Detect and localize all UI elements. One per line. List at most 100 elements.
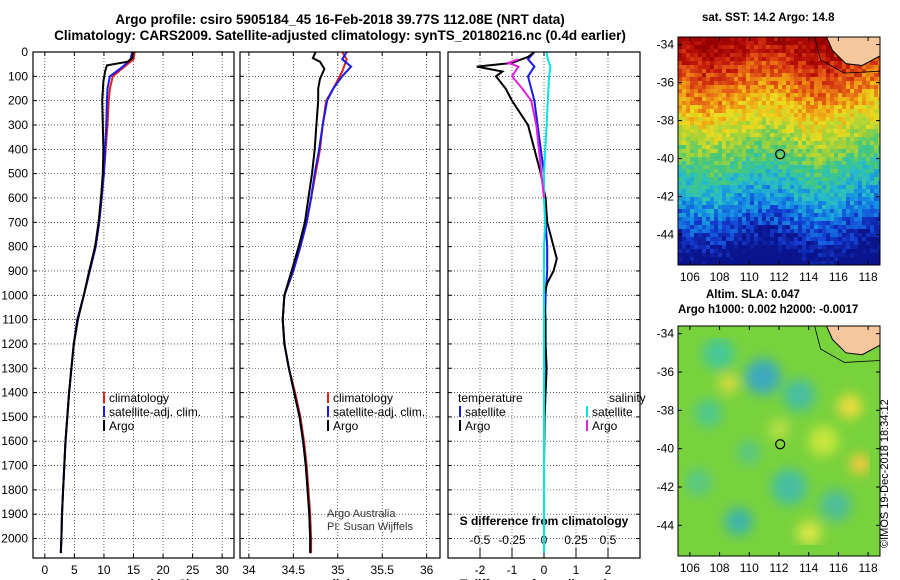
- sst-cell: [878, 149, 880, 153]
- sst-cell: [874, 257, 878, 261]
- y-tick-label: 1700: [1, 459, 28, 473]
- sst-cell: [834, 141, 838, 145]
- sst-cell: [738, 213, 742, 217]
- sst-cell: [826, 169, 830, 173]
- sst-cell: [862, 261, 866, 265]
- sst-cell: [838, 213, 842, 217]
- sst-cell: [854, 141, 858, 145]
- sst-cell: [770, 245, 774, 249]
- sst-cell: [842, 233, 846, 237]
- sst-cell: [730, 245, 734, 249]
- sst-cell: [822, 213, 826, 217]
- sst-cell: [690, 117, 694, 121]
- sst-cell: [874, 125, 878, 129]
- sst-cell: [862, 153, 866, 157]
- sst-cell: [878, 73, 880, 77]
- sst-cell: [698, 101, 702, 105]
- sst-cell: [846, 113, 850, 117]
- sst-cell: [694, 201, 698, 205]
- sst-cell: [762, 97, 766, 101]
- sst-cell: [726, 253, 730, 257]
- sst-cell: [762, 73, 766, 77]
- sst-cell: [814, 209, 818, 213]
- sst-cell: [802, 217, 806, 221]
- sst-cell: [686, 109, 690, 113]
- sst-cell: [738, 237, 742, 241]
- sst-cell: [834, 77, 838, 81]
- sst-cell: [858, 113, 862, 117]
- sst-cell: [798, 261, 802, 265]
- sst-cell: [790, 201, 794, 205]
- sst-cell: [846, 109, 850, 113]
- sst-cell: [718, 121, 722, 125]
- sst-cell: [698, 189, 702, 193]
- sst-cell: [710, 117, 714, 121]
- sst-cell: [838, 217, 842, 221]
- sst-cell: [702, 85, 706, 89]
- sst-cell: [726, 165, 730, 169]
- sst-cell: [742, 105, 746, 109]
- sst-cell: [846, 253, 850, 257]
- sst-cell: [798, 69, 802, 73]
- sst-cell: [854, 97, 858, 101]
- sst-cell: [850, 217, 854, 221]
- sst-cell: [846, 101, 850, 105]
- sst-cell: [870, 257, 874, 261]
- y-tick-label: 600: [8, 191, 28, 205]
- sst-cell: [682, 105, 686, 109]
- sst-cell: [790, 157, 794, 161]
- sst-cell: [782, 117, 786, 121]
- sst-cell: [826, 41, 830, 45]
- sst-cell: [686, 237, 690, 241]
- sst-cell: [870, 161, 874, 165]
- sst-cell: [866, 189, 870, 193]
- sst-cell: [746, 173, 750, 177]
- sst-cell: [702, 221, 706, 225]
- sst-cell: [870, 97, 874, 101]
- sst-cell: [838, 73, 842, 77]
- sst-cell: [722, 145, 726, 149]
- sst-cell: [818, 137, 822, 141]
- sst-cell: [718, 61, 722, 65]
- sst-cell: [722, 153, 726, 157]
- sst-cell: [710, 185, 714, 189]
- sla-blob: [744, 358, 781, 395]
- y-tick-label: 1000: [1, 288, 28, 302]
- sst-cell: [790, 137, 794, 141]
- sst-cell: [678, 165, 682, 169]
- sla-blob: [719, 374, 738, 393]
- sst-cell: [786, 253, 790, 257]
- sla-blob: [769, 419, 789, 440]
- sst-cell: [762, 37, 766, 41]
- sst-cell: [778, 177, 782, 181]
- sst-cell: [862, 253, 866, 257]
- sst-cell: [738, 205, 742, 209]
- sst-cell: [694, 253, 698, 257]
- sst-cell: [722, 49, 726, 53]
- sst-cell: [834, 137, 838, 141]
- sst-cell: [718, 85, 722, 89]
- sst-cell: [762, 225, 766, 229]
- sst-cell: [866, 65, 870, 69]
- sst-cell: [694, 217, 698, 221]
- sst-cell: [774, 233, 778, 237]
- sst-cell: [786, 137, 790, 141]
- sst-cell: [774, 145, 778, 149]
- sst-cell: [850, 245, 854, 249]
- series-line-climatology: [281, 51, 348, 554]
- sst-cell: [730, 117, 734, 121]
- sst-cell: [726, 157, 730, 161]
- sst-cell: [714, 225, 718, 229]
- sst-cell: [742, 189, 746, 193]
- sst-cell: [822, 185, 826, 189]
- sst-cell: [686, 101, 690, 105]
- sst-cell: [846, 153, 850, 157]
- sst-cell: [718, 205, 722, 209]
- sst-cell: [830, 173, 834, 177]
- sst-cell: [802, 157, 806, 161]
- sst-cell: [850, 109, 854, 113]
- sst-cell: [774, 149, 778, 153]
- sst-cell: [734, 189, 738, 193]
- sst-cell: [862, 233, 866, 237]
- sst-cell: [706, 97, 710, 101]
